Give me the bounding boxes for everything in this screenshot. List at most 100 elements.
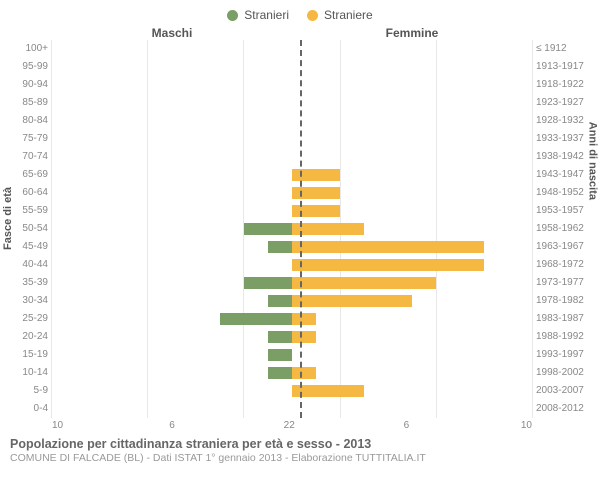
birth-label: 1983-1987 bbox=[536, 310, 584, 328]
column-headers: Maschi Femmine bbox=[0, 26, 600, 40]
legend-item-male: Stranieri bbox=[227, 8, 289, 22]
age-label: 65-69 bbox=[22, 166, 48, 184]
bar-row-male bbox=[52, 112, 292, 130]
bar-female bbox=[292, 187, 340, 200]
header-female: Femmine bbox=[292, 26, 532, 40]
bar-row-male bbox=[52, 328, 292, 346]
birth-label: 1948-1952 bbox=[536, 184, 584, 202]
bar-row-female bbox=[292, 166, 532, 184]
age-label: 0-4 bbox=[34, 400, 48, 418]
bar-row-female bbox=[292, 274, 532, 292]
bar-female bbox=[292, 169, 340, 182]
female-swatch bbox=[307, 10, 318, 21]
header-male: Maschi bbox=[52, 26, 292, 40]
bar-female bbox=[292, 295, 412, 308]
age-label: 80-84 bbox=[22, 112, 48, 130]
bar-female bbox=[292, 385, 364, 398]
bar-female bbox=[292, 259, 484, 272]
birth-label: 1968-1972 bbox=[536, 256, 584, 274]
bar-male bbox=[268, 331, 292, 344]
bar-row-male bbox=[52, 76, 292, 94]
chart-title: Popolazione per cittadinanza straniera p… bbox=[10, 437, 590, 451]
bar-row-male bbox=[52, 364, 292, 382]
birth-label: 1913-1917 bbox=[536, 58, 584, 76]
bar-row-female bbox=[292, 202, 532, 220]
bar-male bbox=[268, 367, 292, 380]
bar-row-male bbox=[52, 382, 292, 400]
bar-row-female bbox=[292, 328, 532, 346]
x-tick: 10 bbox=[521, 420, 532, 431]
bar-row-male bbox=[52, 58, 292, 76]
bar-row-female bbox=[292, 76, 532, 94]
birth-label: 1998-2002 bbox=[536, 364, 584, 382]
birth-label: 1978-1982 bbox=[536, 292, 584, 310]
age-label: 95-99 bbox=[22, 58, 48, 76]
bar-row-male bbox=[52, 94, 292, 112]
bar-row-male bbox=[52, 292, 292, 310]
birth-label: 1943-1947 bbox=[536, 166, 584, 184]
plot-male bbox=[52, 40, 292, 418]
age-label: 70-74 bbox=[22, 148, 48, 166]
bar-row-female bbox=[292, 130, 532, 148]
birth-label: 1953-1957 bbox=[536, 202, 584, 220]
legend-label-male: Stranieri bbox=[244, 8, 289, 22]
bar-row-female bbox=[292, 292, 532, 310]
bar-row-female bbox=[292, 364, 532, 382]
x-tick: 6 bbox=[169, 420, 175, 431]
bar-row-female bbox=[292, 310, 532, 328]
bar-row-female bbox=[292, 346, 532, 364]
birth-label: 1938-1942 bbox=[536, 148, 584, 166]
bar-female bbox=[292, 367, 316, 380]
bar-row-male bbox=[52, 346, 292, 364]
birth-label: 2003-2007 bbox=[536, 382, 584, 400]
bar-row-male bbox=[52, 400, 292, 418]
age-label: 15-19 bbox=[22, 346, 48, 364]
birth-label: 2008-2012 bbox=[536, 400, 584, 418]
birth-label: 1918-1922 bbox=[536, 76, 584, 94]
y-labels-age: 100+95-9990-9485-8980-8475-7970-7465-696… bbox=[0, 40, 52, 418]
age-label: 50-54 bbox=[22, 220, 48, 238]
bar-row-female bbox=[292, 148, 532, 166]
bar-row-female bbox=[292, 40, 532, 58]
x-ticks-left: 10 6 2 bbox=[52, 420, 292, 431]
bar-row-male bbox=[52, 274, 292, 292]
bar-row-male bbox=[52, 238, 292, 256]
birth-label: 1973-1977 bbox=[536, 274, 584, 292]
age-label: 35-39 bbox=[22, 274, 48, 292]
age-label: 5-9 bbox=[34, 382, 48, 400]
age-label: 55-59 bbox=[22, 202, 48, 220]
bar-male bbox=[268, 295, 292, 308]
age-label: 85-89 bbox=[22, 94, 48, 112]
bar-row-female bbox=[292, 220, 532, 238]
bar-row-female bbox=[292, 184, 532, 202]
birth-label: 1933-1937 bbox=[536, 130, 584, 148]
bar-male bbox=[244, 223, 292, 236]
x-tick: 10 bbox=[52, 420, 63, 431]
birth-label: 1958-1962 bbox=[536, 220, 584, 238]
age-label: 90-94 bbox=[22, 76, 48, 94]
legend-item-female: Straniere bbox=[307, 8, 373, 22]
y-labels-birth: ≤ 19121913-19171918-19221923-19271928-19… bbox=[532, 40, 600, 418]
x-ticks-right: 2610 bbox=[292, 420, 532, 431]
bar-row-male bbox=[52, 202, 292, 220]
bar-row-male bbox=[52, 310, 292, 328]
chart-area: 100+95-9990-9485-8980-8475-7970-7465-696… bbox=[0, 40, 600, 418]
bar-row-male bbox=[52, 256, 292, 274]
birth-label: ≤ 1912 bbox=[536, 40, 567, 58]
bar-row-male bbox=[52, 40, 292, 58]
bar-row-male bbox=[52, 184, 292, 202]
bar-male bbox=[268, 241, 292, 254]
birth-label: 1923-1927 bbox=[536, 94, 584, 112]
bar-row-female bbox=[292, 256, 532, 274]
bar-female bbox=[292, 223, 364, 236]
age-label: 10-14 bbox=[22, 364, 48, 382]
bar-row-female bbox=[292, 238, 532, 256]
birth-label: 1993-1997 bbox=[536, 346, 584, 364]
age-label: 25-29 bbox=[22, 310, 48, 328]
bar-row-male bbox=[52, 130, 292, 148]
x-tick: 2 bbox=[289, 420, 295, 431]
age-label: 100+ bbox=[25, 40, 48, 58]
bar-female bbox=[292, 205, 340, 218]
bar-row-male bbox=[52, 148, 292, 166]
bar-row-female bbox=[292, 94, 532, 112]
